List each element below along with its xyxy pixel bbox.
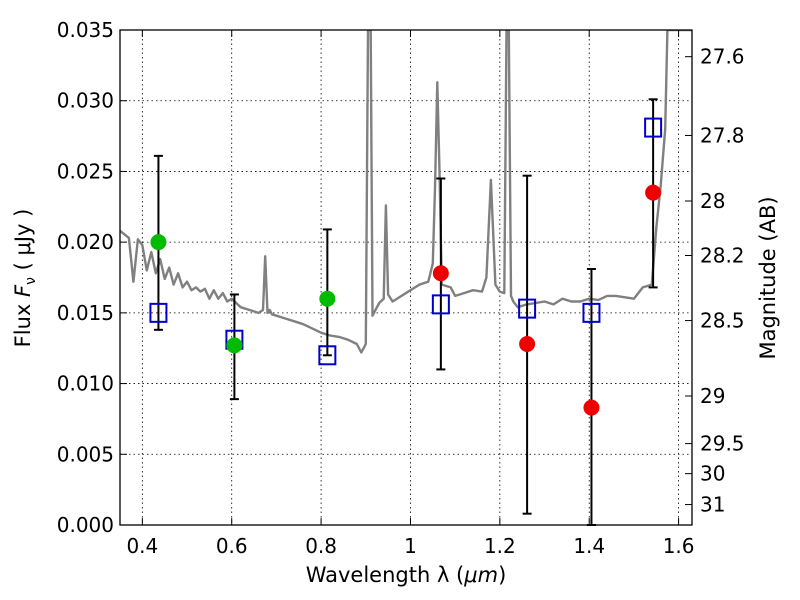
- y2-tick-label: 31: [700, 493, 725, 517]
- y2-tick-label: 28: [700, 189, 725, 213]
- model-square-marker: [518, 298, 537, 319]
- y2-tick-label: 28.5: [700, 309, 745, 333]
- x-tick-label: 1.6: [663, 534, 695, 558]
- observed-circle-marker: [319, 290, 336, 307]
- y-tick-label: 0.005: [57, 442, 114, 466]
- y2-tick-label: 27.6: [700, 45, 745, 69]
- observed-circle-marker: [519, 335, 536, 352]
- y-tick-label: 0.035: [57, 18, 114, 42]
- y-tick-label: 0.015: [57, 301, 114, 325]
- y2-axis: 27.6 27.8 28 28.2 28.5 29 29.5 30 31: [685, 45, 745, 517]
- error-bars: [153, 98, 658, 526]
- model-square-marker: [582, 302, 601, 323]
- y-tick-label: 0.025: [57, 159, 114, 183]
- observed-circle-marker: [226, 337, 243, 354]
- spectrum-series: [120, 30, 692, 354]
- observed-circle-marker: [645, 184, 662, 201]
- x-tick-label: 1: [404, 534, 417, 558]
- x-tick-label: 0.6: [216, 534, 248, 558]
- x-tick-label: 0.8: [305, 534, 337, 558]
- model-square-marker: [318, 345, 337, 366]
- observed-circle-marker: [583, 399, 600, 416]
- y-tick-label: 0.000: [57, 513, 114, 537]
- y2-axis-label: Magnitude (AB): [756, 196, 780, 359]
- model-square-marker: [149, 302, 168, 323]
- y2-tick-label: 30: [700, 462, 725, 486]
- y-tick-label: 0.030: [57, 89, 114, 113]
- model-square-marker: [644, 117, 663, 138]
- y-tick-label: 0.010: [57, 372, 114, 396]
- y2-tick-label: 29: [700, 384, 725, 408]
- observed-circle-marker: [432, 265, 449, 282]
- x-axis-label: Wavelength λ (μm): [306, 563, 507, 587]
- observed-circle-marker: [150, 234, 167, 251]
- y2-tick-label: 28.2: [700, 244, 745, 268]
- grid: [120, 29, 692, 526]
- y-axis: 0.000 0.005 0.010 0.015 0.020 0.025 0.030 0.035: [57, 18, 127, 537]
- x-axis: 0.4 0.6 0.8 1 1.2 1.4 1.6: [126, 30, 695, 558]
- y-axis-label: Flux Fν ( μJy ): [11, 209, 39, 348]
- y-tick-label: 0.020: [57, 230, 114, 254]
- x-tick-label: 1.2: [484, 534, 516, 558]
- data-markers: [149, 117, 663, 416]
- spectrum-line: [120, 30, 692, 354]
- y2-tick-label: 29.5: [700, 432, 745, 456]
- x-tick-label: 0.4: [126, 534, 158, 558]
- plot-frame: [119, 29, 693, 526]
- x-tick-label: 1.4: [573, 534, 605, 558]
- y2-tick-label: 27.8: [700, 123, 745, 147]
- model-square-marker: [431, 294, 450, 315]
